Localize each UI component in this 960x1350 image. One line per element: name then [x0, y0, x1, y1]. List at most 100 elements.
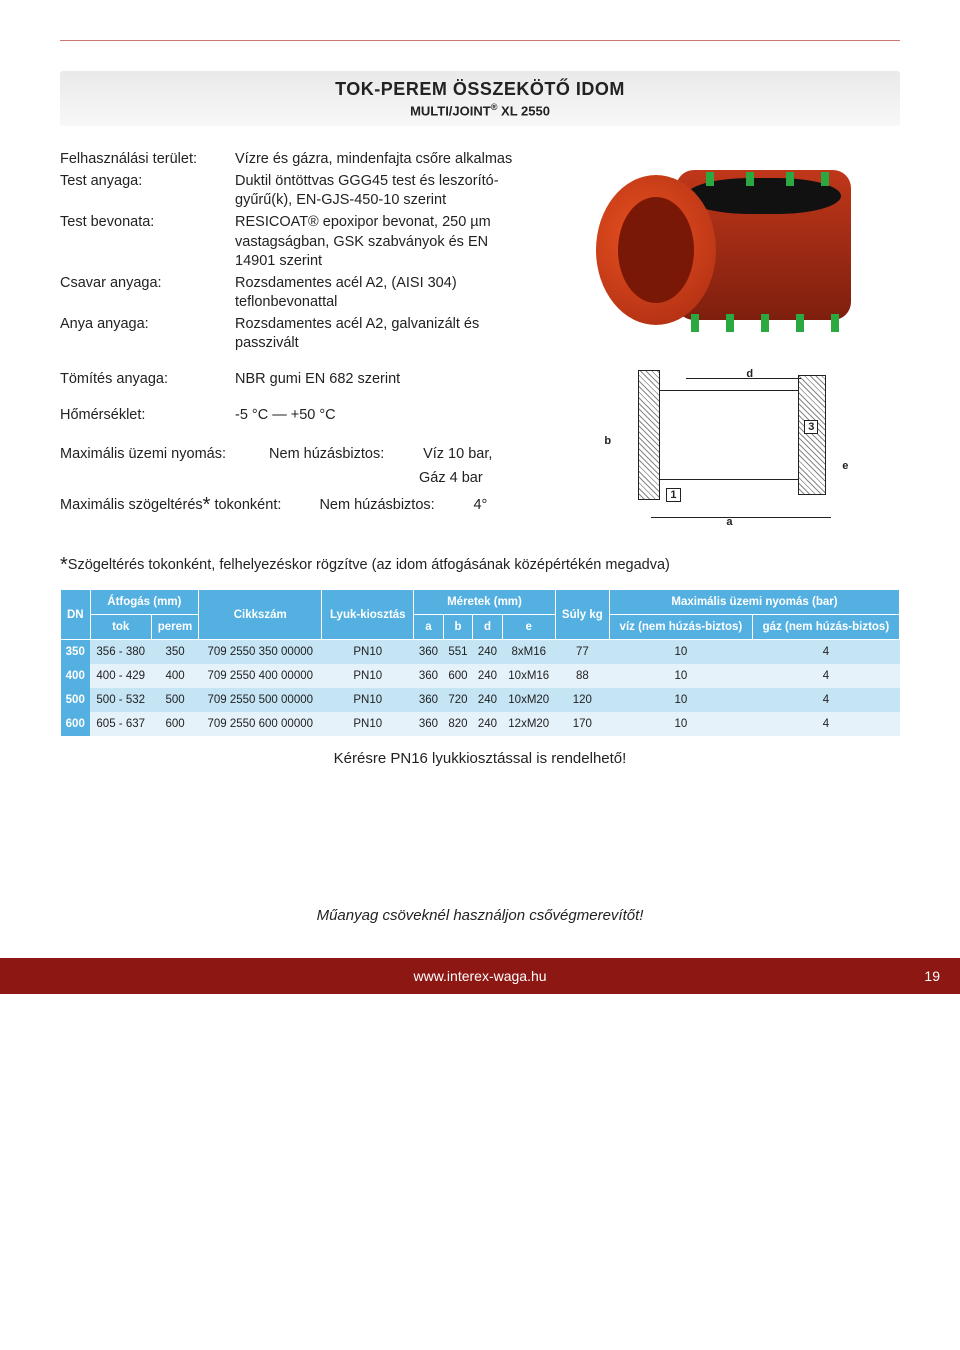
th-dn: DN — [61, 590, 91, 640]
table-cell: 551 — [443, 640, 473, 665]
table-cell: 10 — [609, 712, 752, 736]
table-cell: 820 — [443, 712, 473, 736]
spec-row: Tömítés anyaga:NBR gumi EN 682 szerint — [60, 370, 523, 390]
spec-row: Test anyaga:Duktil öntöttvas GGG45 test … — [60, 172, 523, 211]
table-cell: PN10 — [322, 712, 414, 736]
spec-value: Rozsdamentes acél A2, galvanizált és pas… — [235, 315, 523, 354]
spec-row: Csavar anyaga:Rozsdamentes acél A2, (AIS… — [60, 274, 523, 313]
spec-label: Felhasználási terület: — [60, 150, 235, 170]
table-cell: 240 — [473, 688, 503, 712]
th-meretek: Méretek (mm) — [414, 590, 556, 615]
table-cell: 240 — [473, 712, 503, 736]
table-row: 500500 - 532500709 2550 500 00000PN10360… — [61, 688, 900, 712]
th-suly: Súly kg — [555, 590, 609, 640]
technical-drawing: a b d e 1 3 — [596, 360, 856, 530]
th-lyuk: Lyuk-kiosztás — [322, 590, 414, 640]
pressure-sublabel: Nem húzásbiztos: — [269, 445, 419, 465]
th-tok: tok — [90, 615, 151, 640]
table-cell: 360 — [414, 688, 444, 712]
callout-3: 3 — [804, 420, 818, 434]
th-viz: víz (nem húzás-biztos) — [609, 615, 752, 640]
table-cell: 709 2550 500 00000 — [199, 688, 322, 712]
th-a: a — [414, 615, 444, 640]
pressure-row2: Gáz 4 bar — [60, 469, 523, 489]
deflection-row: Maximális szögeltérés* tokonként: Nem hú… — [60, 492, 523, 519]
spec-label: Test anyaga: — [60, 172, 235, 211]
dim-b: b — [604, 435, 611, 447]
deflection-value: 4° — [473, 497, 487, 513]
table-cell: 720 — [443, 688, 473, 712]
table-cell: 360 — [414, 640, 444, 665]
table-row: 350356 - 380350709 2550 350 00000PN10360… — [61, 640, 900, 665]
spec-value: Rozsdamentes acél A2, (AISI 304) teflonb… — [235, 274, 523, 313]
spec-label: Test bevonata: — [60, 213, 235, 272]
pressure-gas: Gáz 4 bar — [419, 470, 483, 486]
table-cell: 600 — [61, 712, 91, 736]
spec-label: Csavar anyaga: — [60, 274, 235, 313]
spec-table: DN Átfogás (mm) Cikkszám Lyuk-kiosztás M… — [60, 589, 900, 736]
top-rule — [60, 40, 900, 41]
table-cell: 500 — [61, 688, 91, 712]
deflection-label-a: Maximális szögeltérés — [60, 497, 203, 513]
table-cell: 240 — [473, 664, 503, 688]
table-cell: 350 — [61, 640, 91, 665]
th-maxp: Maximális üzemi nyomás (bar) — [609, 590, 899, 615]
title-line2: MULTI/JOINT® XL 2550 — [60, 102, 900, 118]
title-accent: Ő — [556, 79, 571, 99]
deflection-label-b: tokonként: — [210, 497, 281, 513]
table-cell: 4 — [752, 664, 899, 688]
table-cell: 12xM20 — [502, 712, 555, 736]
th-d: d — [473, 615, 503, 640]
th-b: b — [443, 615, 473, 640]
spec-value: -5 °C — +50 °C — [235, 406, 523, 426]
pressure-row: Maximális üzemi nyomás: Nem húzásbiztos:… — [60, 445, 523, 465]
title-line1: TOK-PEREM ÖSSZEKÖTŐ IDOM — [60, 79, 900, 100]
table-cell: 400 — [61, 664, 91, 688]
table-cell: 170 — [555, 712, 609, 736]
table-cell: 10xM20 — [502, 688, 555, 712]
spec-row: Test bevonata:RESICOAT® epoxipor bevonat… — [60, 213, 523, 272]
below-table-note: Kérésre PN16 lyukkiosztással is rendelhe… — [60, 750, 900, 767]
table-cell: 600 — [151, 712, 198, 736]
table-cell: 4 — [752, 688, 899, 712]
table-cell: 400 - 429 — [90, 664, 151, 688]
star-icon: * — [60, 554, 68, 576]
spec-label: Anya anyaga: — [60, 315, 235, 354]
table-cell: 350 — [151, 640, 198, 665]
callout-1: 1 — [666, 488, 680, 502]
plastic-pipe-note: Műanyag csöveknél használjon csővégmerev… — [60, 907, 900, 924]
table-cell: 709 2550 600 00000 — [199, 712, 322, 736]
th-atfogas: Átfogás (mm) — [90, 590, 199, 615]
table-cell: 360 — [414, 664, 444, 688]
table-cell: 500 - 532 — [90, 688, 151, 712]
product-photo — [596, 150, 856, 340]
table-cell: 120 — [555, 688, 609, 712]
note-text: Szögeltérés tokonként, felhelyezéskor rö… — [68, 557, 670, 573]
table-cell: 360 — [414, 712, 444, 736]
table-cell: 709 2550 350 00000 — [199, 640, 322, 665]
page-number: 19 — [924, 968, 940, 984]
table-cell: 356 - 380 — [90, 640, 151, 665]
spec-value: RESICOAT® epoxipor bevonat, 250 µm vasta… — [235, 213, 523, 272]
th-perem: perem — [151, 615, 198, 640]
table-cell: 4 — [752, 640, 899, 665]
pressure-water: Víz 10 bar, — [423, 446, 492, 462]
th-e: e — [502, 615, 555, 640]
table-cell: PN10 — [322, 640, 414, 665]
page-footer: www.interex-waga.hu 19 — [0, 958, 960, 994]
table-cell: 605 - 637 — [90, 712, 151, 736]
table-cell: 10 — [609, 664, 752, 688]
table-cell: PN10 — [322, 664, 414, 688]
spec-row: Hőmérséklet:-5 °C — +50 °C — [60, 406, 523, 426]
table-cell: 10 — [609, 640, 752, 665]
table-cell: 400 — [151, 664, 198, 688]
table-cell: 8xM16 — [502, 640, 555, 665]
table-cell: 10xM16 — [502, 664, 555, 688]
title-text2: IDOM — [570, 79, 625, 99]
footer-url: www.interex-waga.hu — [413, 968, 546, 984]
subtitle-b: XL 2550 — [497, 103, 550, 118]
footnote-star: *Szögeltérés tokonként, felhelyezéskor r… — [60, 554, 900, 577]
table-cell: 600 — [443, 664, 473, 688]
th-gaz: gáz (nem húzás-biztos) — [752, 615, 899, 640]
pressure-label: Maximális üzemi nyomás: — [60, 445, 265, 465]
